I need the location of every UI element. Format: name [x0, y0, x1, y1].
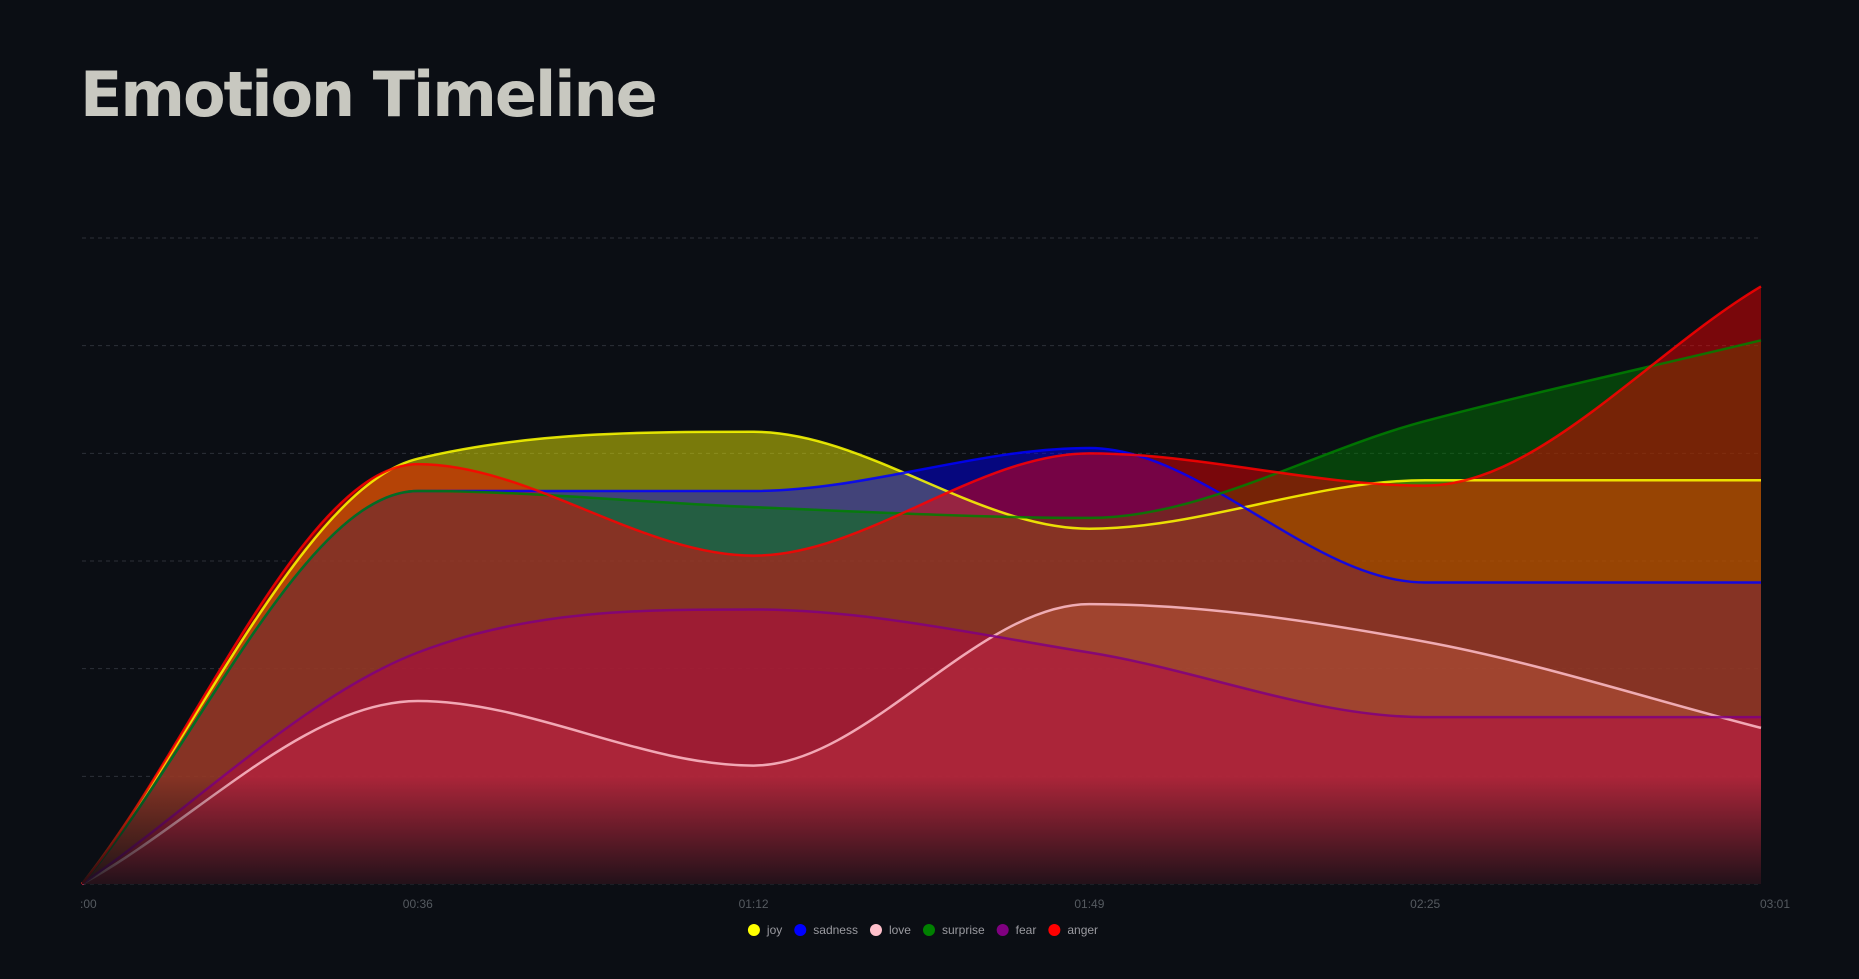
legend-item-surprise[interactable]: surprise	[922, 923, 985, 937]
fade-overlay	[82, 776, 1761, 884]
legend-swatch	[869, 924, 882, 936]
legend-item-fear[interactable]: fear	[996, 923, 1037, 937]
x-tick-label: 03:01	[1760, 897, 1790, 911]
line-fear	[81, 608, 1761, 886]
line-love	[81, 602, 1762, 886]
legend-label: fear	[1016, 923, 1037, 937]
x-axis-ticks: :00 00:36 01:12 01:49 02:25 03:01	[80, 897, 1790, 911]
line-anger	[81, 285, 1762, 885]
line-surprise	[81, 339, 1762, 885]
legend-swatch	[996, 924, 1009, 936]
legend: joy sadness love surprise fear anger	[747, 923, 1098, 937]
legend-label: sadness	[813, 923, 858, 937]
area-joy	[82, 431, 1761, 884]
legend-label: love	[889, 923, 911, 937]
legend-label: joy	[766, 923, 782, 937]
line-joy	[81, 430, 1761, 885]
area-surprise	[82, 340, 1761, 884]
x-tick-label: 01:12	[739, 897, 769, 911]
series-lines	[81, 285, 1762, 886]
legend-swatch	[1048, 924, 1061, 936]
legend-item-joy[interactable]: joy	[747, 923, 782, 937]
legend-swatch	[922, 924, 935, 936]
legend-label: surprise	[942, 923, 985, 937]
legend-swatch	[794, 924, 807, 936]
x-tick-label: :00	[80, 897, 97, 911]
x-tick-label: 02:25	[1410, 897, 1440, 911]
legend-swatch	[747, 924, 760, 936]
page-title: Emotion Timeline	[80, 58, 658, 131]
bottom-fade	[82, 776, 1761, 884]
area-sadness	[82, 447, 1761, 884]
x-tick-label: 01:49	[1074, 897, 1104, 911]
legend-label: anger	[1067, 923, 1098, 937]
legend-item-anger[interactable]: anger	[1048, 923, 1098, 937]
area-anger	[82, 286, 1761, 884]
x-tick-label: 00:36	[403, 897, 433, 911]
legend-item-love[interactable]: love	[869, 923, 911, 937]
legend-item-sadness[interactable]: sadness	[794, 923, 858, 937]
